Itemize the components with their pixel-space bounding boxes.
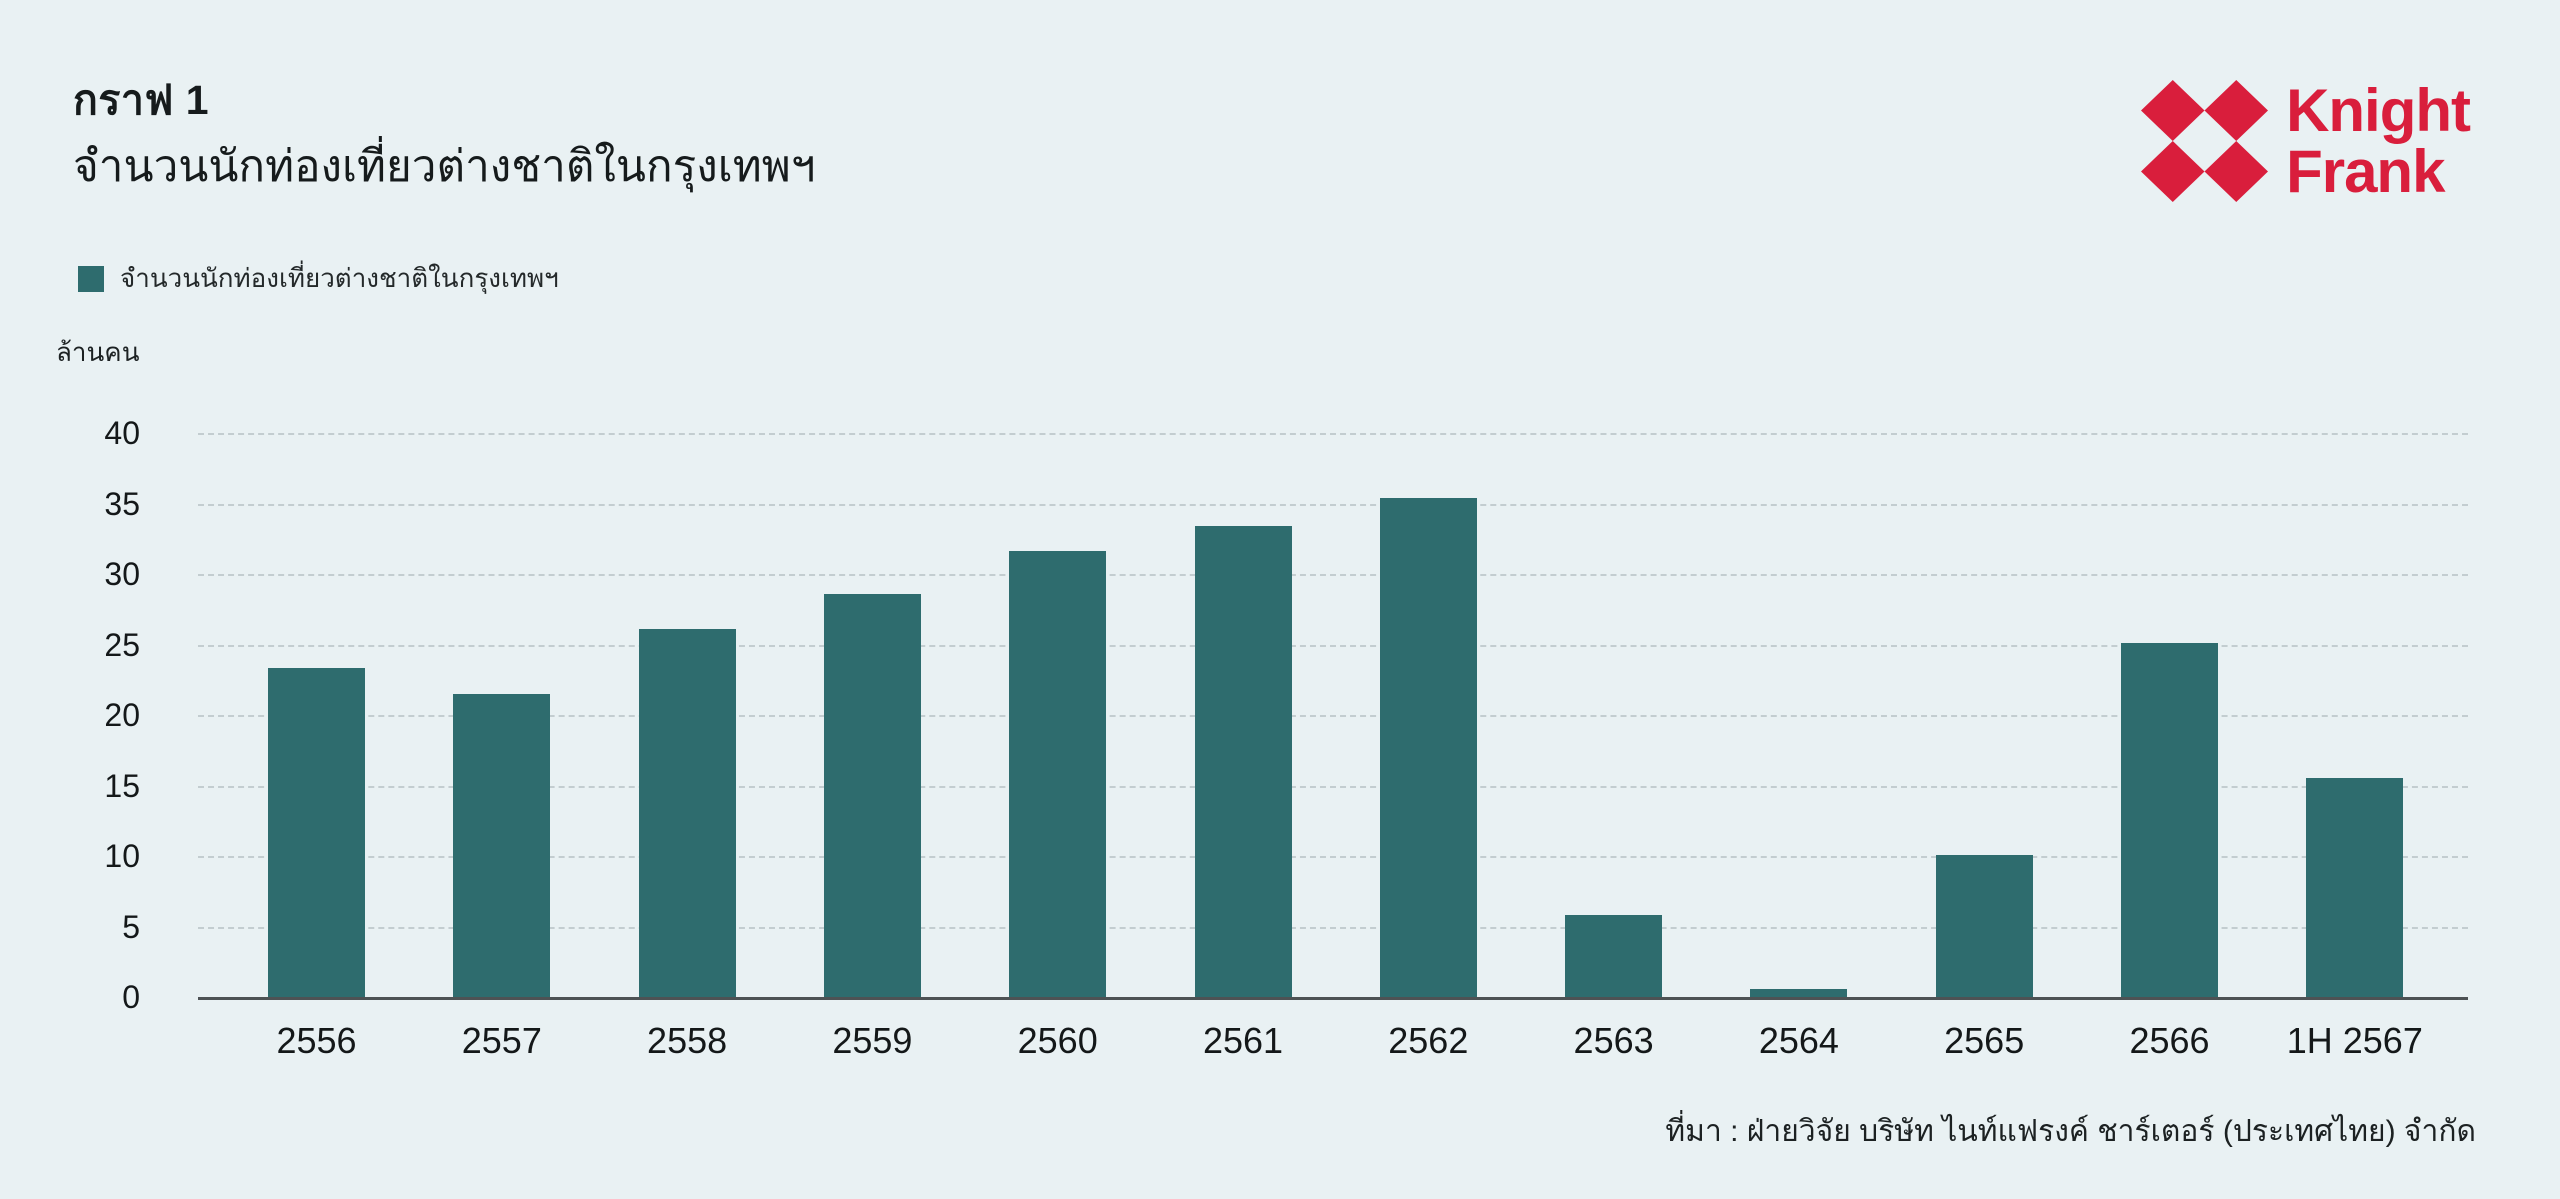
y-axis-tick-label-20: 20: [104, 697, 140, 733]
chart-header: กราฟ 1 จำนวนนักท่องเที่ยวต่างชาติในกรุงเ…: [73, 77, 816, 196]
knight-frank-wordmark: Knight Frank: [2286, 77, 2471, 205]
x-axis-label-2557: 2557: [461, 1020, 542, 1061]
source-note: ที่มา : ฝ่ายวิจัย บริษัท ไนท์แฟรงค์ ชาร์…: [1665, 1115, 2476, 1148]
x-axis-label-2564: 2564: [1758, 1020, 1839, 1061]
knight-frank-logo: Knight Frank: [2141, 77, 2471, 205]
y-axis-unit-label: ล้านคน: [56, 337, 140, 367]
x-axis-label-2565: 2565: [1944, 1020, 2025, 1061]
y-axis-tick-label-25: 25: [104, 626, 140, 663]
wordmark-line2: Frank: [2286, 138, 2445, 205]
legend-label: จำนวนนักท่องเที่ยวต่างชาติในกรุงเทพฯ: [120, 263, 559, 293]
bar-2566: [2121, 643, 2218, 997]
x-axis-labels: 2556 2557 2558 2559 2560 2561 2562 2563 2564 2565…: [0, 1018, 2560, 1068]
gridline-20: [198, 715, 2468, 717]
bar-2560: [1009, 551, 1107, 997]
chart-number-title: กราฟ 1: [73, 77, 210, 123]
x-axis-label-2563: 2563: [1573, 1020, 1654, 1061]
gridline-25: [198, 644, 2468, 647]
y-axis-tick-label-40: 40: [104, 415, 140, 451]
chart-subtitle: จำนวนนักท่องเที่ยวต่างชาติในกรุงเทพฯ: [73, 142, 816, 192]
y-axis-tick-label-35: 35: [104, 485, 140, 522]
wordmark-line1: Knight: [2286, 77, 2471, 144]
x-axis-label-2559: 2559: [832, 1020, 913, 1061]
gridline-10: [198, 856, 2468, 858]
bar-2558: [638, 629, 736, 997]
bar-2556: [268, 668, 365, 997]
gridline-15: [198, 785, 2468, 788]
bar-2561: [1194, 526, 1292, 997]
x-axis-label-1H-2567: 1H 2567: [2286, 1020, 2423, 1061]
y-axis-tick-label-5: 5: [122, 908, 140, 945]
bar-2564: [1750, 988, 1848, 997]
legend-swatch-icon: [78, 265, 104, 292]
gridline-30: [198, 574, 2468, 576]
y-axis-tick-label-15: 15: [104, 767, 140, 804]
knight-frank-diamonds-icon: [2141, 80, 2269, 202]
y-axis-tick-label-10: 10: [104, 838, 140, 874]
y-axis-tick-label-0: 0: [122, 979, 140, 1015]
bar-2563: [1565, 915, 1663, 997]
bar-1H-2567: [2306, 778, 2404, 997]
x-axis-label-2558: 2558: [647, 1020, 728, 1061]
y-axis-labels: 0 5 10 15 20 25 30 35 40: [0, 0, 140, 1199]
x-axis-label-2566: 2566: [2129, 1020, 2210, 1061]
x-axis-label-2560: 2560: [1017, 1020, 1098, 1061]
x-axis-label-2556: 2556: [276, 1020, 357, 1061]
bar-2557: [453, 693, 551, 997]
y-axis-tick-label-30: 30: [104, 556, 140, 592]
gridline-40: [198, 433, 2468, 435]
x-axis-label-2562: 2562: [1388, 1020, 1469, 1061]
x-axis-label-2561: 2561: [1202, 1020, 1284, 1061]
bar-2562: [1379, 497, 1477, 997]
chart-legend: จำนวนนักท่องเที่ยวต่างชาติในกรุงเทพฯ: [78, 258, 559, 299]
gridline-35: [198, 503, 2468, 506]
bar-2559: [823, 593, 921, 997]
chart-plot-area: [198, 433, 2468, 1000]
gridline-5: [198, 926, 2468, 929]
bar-2565: [1935, 854, 2033, 997]
